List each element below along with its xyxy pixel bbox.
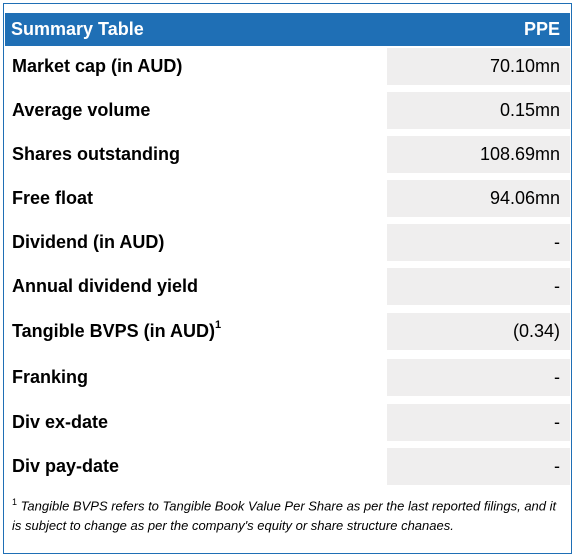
row-label: Market cap (in AUD) [12, 56, 183, 76]
row-value: (0.34) [387, 313, 570, 350]
row-label: Div pay-date [12, 456, 120, 476]
row-label: Div ex-date [12, 412, 109, 432]
footnote-text: Tangible BVPS refers to Tangible Book Va… [12, 498, 557, 534]
row-value: 0.15mn [387, 92, 570, 129]
table-row: Div ex-date - [5, 404, 570, 448]
ticker-label: PPE [523, 19, 560, 39]
table-row: Tangible BVPS (in AUD)1 (0.34) [5, 313, 570, 357]
row-value: - [387, 448, 570, 485]
row-label-text: Tangible BVPS (in AUD) [12, 321, 216, 341]
row-label: Tangible BVPS (in AUD)1 [12, 313, 221, 350]
footnote: 1 Tangible BVPS refers to Tangible Book … [12, 492, 560, 536]
row-label: Franking [12, 367, 89, 387]
table-title: Summary Table [11, 19, 144, 39]
row-value: 70.10mn [387, 48, 570, 85]
row-label: Average volume [12, 100, 151, 120]
row-label: Shares outstanding [12, 144, 181, 164]
row-label: Dividend (in AUD) [12, 232, 165, 252]
table-row: Market cap (in AUD) 70.10mn [5, 48, 570, 92]
row-value: - [387, 404, 570, 441]
row-value: - [387, 359, 570, 396]
table-row: Average volume 0.15mn [5, 92, 570, 136]
table-row: Annual dividend yield - [5, 268, 570, 312]
footnote-marker: 1 [12, 497, 18, 507]
table-row: Dividend (in AUD) - [5, 224, 570, 268]
table-row: Free float 94.06mn [5, 180, 570, 224]
table-row: Div pay-date - [5, 448, 570, 492]
table-header: Summary Table PPE [5, 13, 570, 46]
footnote-marker: 1 [215, 319, 222, 331]
row-value: 94.06mn [387, 180, 570, 217]
row-value: 108.69mn [387, 136, 570, 173]
row-value: - [387, 268, 570, 305]
row-label: Free float [12, 188, 94, 208]
table-row: Shares outstanding 108.69mn [5, 136, 570, 180]
row-value: - [387, 224, 570, 261]
table-row: Franking - [5, 359, 570, 403]
row-label: Annual dividend yield [12, 276, 199, 296]
